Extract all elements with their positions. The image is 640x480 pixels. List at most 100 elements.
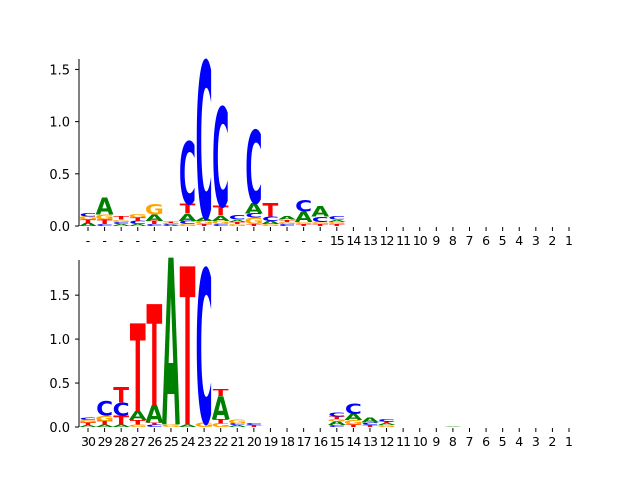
logo-letter-A: A: [278, 216, 296, 221]
logo-letter-T: T: [163, 222, 180, 224]
x-tick-label: 8: [449, 434, 457, 449]
top-logo-panel: 0.00.51.01.5- - - - - - - - - - - - - - -15 14 13 12 11 10 9…: [49, 18, 573, 268]
x-tick-label: 19: [263, 434, 278, 449]
x-tick-label: -: [252, 233, 257, 248]
logo-letter-C: C: [113, 399, 130, 420]
logo-letter-T: T: [246, 425, 263, 428]
logo-letter-A: A: [162, 213, 180, 479]
logo-letter-T: T: [213, 418, 229, 425]
y-tick-label: 0.5: [49, 377, 70, 392]
x-tick-label: 11: [396, 233, 410, 248]
x-tick-label: 9: [432, 233, 440, 248]
logo-letter-T: T: [345, 424, 362, 428]
logo-letter-T: T: [263, 200, 280, 221]
y-tick-label: 0.0: [49, 220, 70, 235]
logo-letter-T: T: [379, 421, 396, 424]
logo-letter-G: G: [78, 216, 97, 221]
logo-letter-T: T: [113, 414, 129, 428]
logo-letter-G: G: [95, 415, 114, 423]
logo-letter-G: G: [211, 220, 230, 225]
logo-letter-G: G: [211, 422, 230, 428]
logo-letter-T: T: [130, 217, 147, 222]
logo-letter-G: G: [195, 421, 214, 428]
logo-letter-G: G: [128, 424, 147, 428]
logo-letter-A: A: [162, 225, 180, 227]
logo-letter-C: C: [378, 418, 395, 422]
logo-letter-A: A: [145, 213, 164, 223]
x-tick-label: 6: [482, 233, 490, 248]
x-tick-label: 13: [363, 434, 377, 449]
logo-letter-G: G: [145, 201, 164, 218]
logo-letter-C: C: [113, 221, 130, 224]
x-tick-label: 21: [230, 434, 244, 449]
x-tick-label: 5: [499, 233, 507, 248]
logo-letter-T: T: [312, 223, 329, 226]
logo-letter-T: T: [362, 425, 379, 428]
logo-letter-C: C: [262, 215, 279, 222]
logo-letter-A: A: [344, 413, 363, 423]
logo-letter-C: C: [328, 216, 345, 221]
logo-letter-C: C: [179, 220, 196, 225]
logo-letter-C: C: [229, 423, 246, 426]
x-tick-label: 25: [164, 434, 178, 449]
logo-letter-C: C: [245, 112, 262, 228]
logo-letter-A: A: [245, 200, 263, 217]
x-tick-label: -: [169, 233, 174, 248]
x-tick-label: 9: [432, 434, 440, 449]
logo-letter-A: A: [195, 217, 213, 222]
logo-letter-A: A: [228, 425, 246, 428]
x-tick-label: -: [185, 233, 190, 248]
x-tick-label: -: [235, 233, 240, 248]
logo-letter-G: G: [377, 425, 396, 428]
x-tick-label: 10: [413, 233, 428, 248]
logo-letter-T: T: [279, 219, 296, 222]
x-tick-label: -: [285, 233, 290, 248]
logo-letter-G: G: [344, 419, 363, 426]
logo-letter-T: T: [329, 416, 346, 420]
logo-letter-C: C: [328, 425, 345, 428]
logo-letter-C: C: [162, 224, 179, 226]
logo-letter-C: C: [79, 417, 96, 421]
logo-letter-T: T: [113, 383, 130, 408]
x-tick-label: 4: [515, 434, 523, 449]
logo-letter-A: A: [212, 391, 231, 427]
y-tick-label: 0.0: [49, 421, 70, 436]
x-tick-label: 17: [297, 434, 311, 449]
y-tick-label: 1.0: [49, 333, 70, 348]
logo-letter-A: A: [129, 223, 147, 226]
logo-letter-A: A: [295, 208, 313, 225]
logo-letter-A: A: [261, 220, 279, 225]
x-tick-label: 7: [466, 434, 474, 449]
logo-letter-T: T: [296, 223, 313, 226]
logo-letter-T: T: [146, 220, 163, 225]
x-tick-label: 14: [346, 233, 361, 248]
logo-letter-C: C: [196, 18, 213, 268]
logo-letter-G: G: [294, 221, 313, 224]
logo-letter-T: T: [180, 202, 196, 216]
logo-letter-C: C: [196, 229, 213, 474]
logo-letter-T: T: [97, 218, 113, 225]
logo-letter-A: A: [328, 219, 346, 222]
x-tick-label: 2: [548, 233, 556, 248]
logo-letter-G: G: [95, 213, 114, 221]
logo-letter-G: G: [228, 419, 247, 425]
x-tick-label: 5: [499, 434, 507, 449]
logo-letter-G: G: [128, 214, 147, 219]
logo-letter-A: A: [96, 424, 114, 428]
logo-letter-G: G: [112, 219, 131, 222]
logo-letter-C: C: [245, 423, 262, 426]
y-tick-label: 1.5: [49, 63, 70, 78]
x-tick-label: 15: [330, 233, 344, 248]
y-tick-label: 0.5: [49, 168, 70, 183]
logo-letter-G: G: [195, 220, 214, 225]
x-tick-label: 26: [147, 434, 162, 449]
x-tick-label: 12: [380, 434, 394, 449]
logo-letter-C: C: [212, 81, 229, 239]
logo-letter-T: T: [213, 205, 229, 219]
x-tick-label: 30: [81, 434, 96, 449]
logo-letter-A: A: [378, 423, 396, 426]
logo-letter-C: C: [279, 223, 296, 226]
logo-letter-C: C: [179, 125, 196, 225]
x-tick-label: 8: [449, 233, 457, 248]
